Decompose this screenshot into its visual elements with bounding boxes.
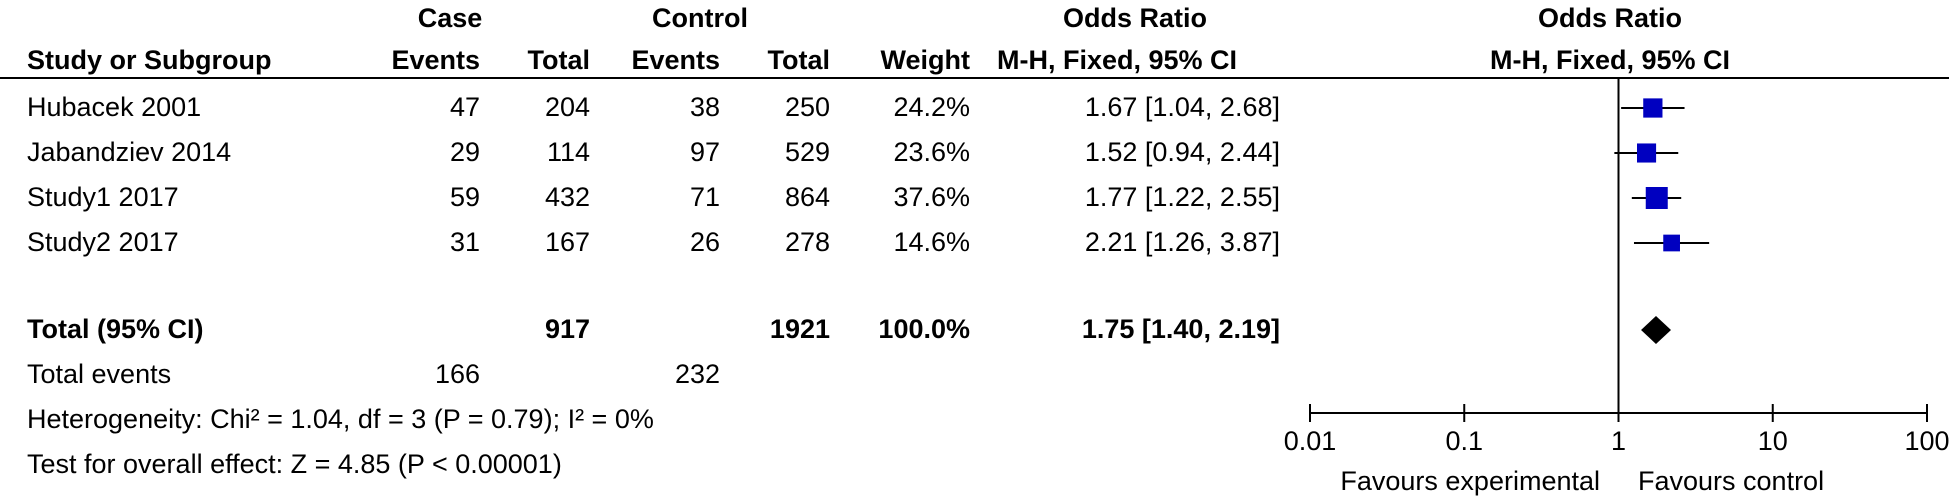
total-control-total: 1921 [769, 314, 830, 344]
axis-tick-label: 1 [1610, 426, 1627, 456]
case-group-header: Case [417, 3, 483, 33]
weight-header: Weight [880, 45, 971, 75]
total-odds-ratio: 1.75 [1.40, 2.19] [1081, 314, 1280, 344]
heterogeneity-text: Heterogeneity: Chi² = 1.04, df = 3 (P = … [27, 404, 654, 434]
control-group-header: Control [652, 3, 748, 33]
pooled-diamond [1641, 316, 1672, 344]
odds-ratio-cell: 1.67 [1.04, 2.68] [1084, 92, 1280, 122]
study-point-marker [1663, 234, 1680, 252]
total-events-label: Total events [27, 359, 172, 389]
study-point-marker [1637, 143, 1657, 163]
control-total-cell: 529 [784, 137, 830, 167]
case-events-cell: 29 [449, 137, 480, 167]
or-method-header: M-H, Fixed, 95% CI [997, 45, 1238, 75]
case-events-header: Events [391, 45, 480, 75]
control-events-cell: 97 [689, 137, 720, 167]
study-name: Jabandziev 2014 [27, 137, 232, 167]
favours-control-label: Favours control [1638, 466, 1825, 496]
case-total-cell: 167 [544, 227, 590, 257]
axis-tick-label: 100 [1904, 426, 1949, 456]
odds-ratio-cell: 2.21 [1.26, 3.87] [1084, 227, 1280, 257]
case-total-header: Total [527, 45, 591, 75]
study-point-marker [1645, 187, 1668, 209]
study-column-header: Study or Subgroup [27, 45, 272, 75]
control-events-header: Events [631, 45, 720, 75]
control-events-cell: 71 [689, 182, 720, 212]
control-events-cell: 38 [689, 92, 720, 122]
study-name: Study1 2017 [27, 182, 179, 212]
case-events-cell: 59 [449, 182, 480, 212]
control-total-cell: 250 [784, 92, 830, 122]
axis-tick-label: 0.01 [1283, 426, 1337, 456]
control-total-cell: 278 [784, 227, 830, 257]
header-rule [0, 77, 1949, 79]
plot-group-header: Odds Ratio [1537, 3, 1682, 33]
case-total-cell: 204 [544, 92, 590, 122]
case-events-cell: 47 [449, 92, 480, 122]
control-total-header: Total [767, 45, 831, 75]
axis-tick-label: 10 [1757, 426, 1788, 456]
total-events-case: 166 [434, 359, 480, 389]
weight-cell: 14.6% [893, 227, 970, 257]
case-total-cell: 114 [546, 137, 590, 167]
control-events-cell: 26 [689, 227, 720, 257]
weight-cell: 23.6% [893, 137, 970, 167]
weight-cell: 37.6% [893, 182, 970, 212]
plot-method-header: M-H, Fixed, 95% CI [1489, 45, 1731, 75]
case-events-cell: 31 [449, 227, 480, 257]
favours-experimental-label: Favours experimental [1340, 466, 1600, 496]
total-events-control: 232 [674, 359, 720, 389]
control-total-cell: 864 [784, 182, 830, 212]
study-name: Hubacek 2001 [27, 92, 202, 122]
case-total-cell: 432 [544, 182, 590, 212]
overall-effect-text: Test for overall effect: Z = 4.85 (P < 0… [27, 449, 562, 479]
weight-cell: 24.2% [893, 92, 970, 122]
total-weight: 100.0% [878, 314, 970, 344]
odds-ratio-cell: 1.52 [0.94, 2.44] [1084, 137, 1280, 167]
study-point-marker [1643, 98, 1663, 118]
odds-ratio-cell: 1.77 [1.22, 2.55] [1084, 182, 1280, 212]
total-case-total: 917 [544, 314, 590, 344]
odds-ratio-group-header: Odds Ratio [1062, 3, 1207, 33]
study-name: Study2 2017 [27, 227, 179, 257]
axis-tick-label: 0.1 [1445, 426, 1484, 456]
total-label: Total (95% CI) [27, 314, 204, 344]
